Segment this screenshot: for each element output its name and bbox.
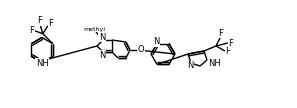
Text: F: F: [219, 29, 223, 37]
Text: NH: NH: [208, 59, 221, 68]
Text: F: F: [29, 26, 34, 35]
Text: F: F: [225, 47, 230, 56]
Text: methyl: methyl: [83, 26, 105, 32]
Text: F: F: [48, 19, 53, 28]
Text: N: N: [153, 37, 159, 46]
Text: F: F: [37, 16, 42, 25]
Text: O: O: [138, 45, 144, 55]
Text: NH: NH: [36, 59, 48, 68]
Text: N: N: [187, 61, 193, 71]
Text: F: F: [229, 38, 233, 48]
Text: N: N: [99, 33, 105, 41]
Text: methyl: methyl: [86, 23, 106, 28]
Text: N: N: [99, 51, 105, 60]
